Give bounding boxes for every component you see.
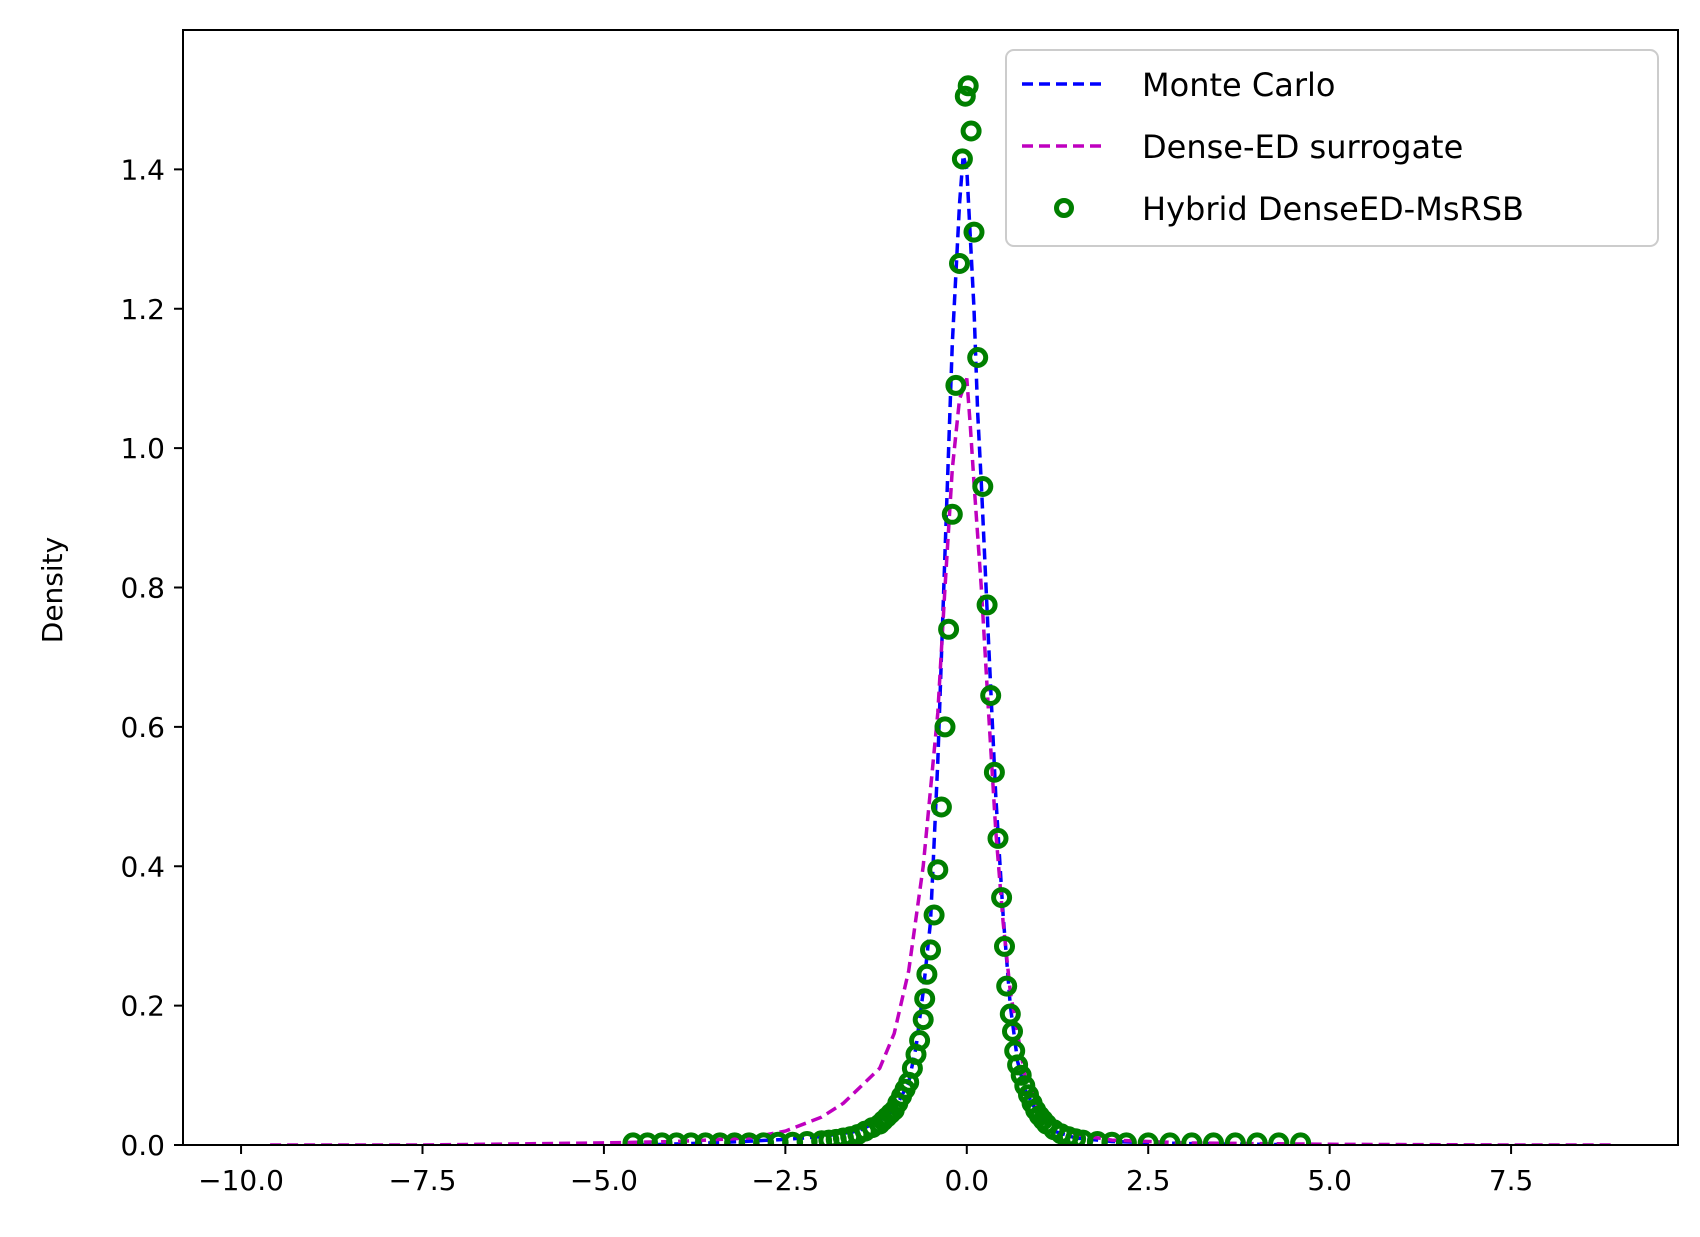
legend-monte-carlo-label: Monte Carlo xyxy=(1142,66,1335,104)
hybrid-data-point xyxy=(987,827,1009,849)
hybrid-data-point xyxy=(980,685,1002,706)
x-tick-label: −5.0 xyxy=(570,1164,638,1197)
hybrid-data-point xyxy=(994,935,1015,957)
legend-dense-ed-label: Dense-ED surrogate xyxy=(1142,128,1463,166)
hybrid-data-point xyxy=(951,148,973,170)
x-tick-label: −10.0 xyxy=(198,1164,284,1197)
hybrid-data-point xyxy=(972,476,994,497)
hybrid-data-point xyxy=(1065,1128,1087,1145)
hybrid-data-point xyxy=(983,761,1005,783)
hybrid-data-point xyxy=(1137,1132,1159,1145)
hybrid-data-point xyxy=(916,963,938,985)
hybrid-data-point xyxy=(949,253,970,274)
hybrid-data-point xyxy=(934,716,956,738)
y-tick-label: 0.0 xyxy=(120,1129,165,1162)
hybrid-data-point xyxy=(912,1009,934,1031)
hybrid-data-point xyxy=(941,503,963,525)
series-layer xyxy=(270,75,1613,1145)
hybrid-data-point xyxy=(914,988,936,1010)
hybrid-data-point xyxy=(957,75,979,97)
x-tick-label: −7.5 xyxy=(388,1164,456,1197)
y-tick-label: 1.4 xyxy=(120,153,165,186)
hybrid-data-point xyxy=(1246,1132,1268,1145)
hybrid-data-point xyxy=(1010,1064,1032,1086)
hybrid-data-point xyxy=(1159,1132,1181,1145)
y-tick-label: 0.2 xyxy=(120,990,165,1023)
hybrid-data-point xyxy=(991,887,1013,909)
x-axis: −10.0 −7.5 −5.0 −2.5 0.0 2.5 5.0 7.5 xyxy=(198,1145,1533,1197)
hybrid-data-point xyxy=(996,975,1018,997)
y-axis-title: Density xyxy=(36,537,69,643)
hybrid-data-point xyxy=(945,374,967,396)
hybrid-data-point xyxy=(976,594,998,616)
hybrid-data-point xyxy=(1224,1132,1246,1145)
y-tick-label: 0.8 xyxy=(120,572,165,605)
x-tick-label: 2.5 xyxy=(1126,1164,1171,1197)
legend-hybrid-swatch xyxy=(1054,198,1074,218)
y-tick-label: 0.6 xyxy=(120,711,165,744)
hybrid-data-point xyxy=(938,618,960,640)
hybrid-data-point xyxy=(1002,1020,1023,1042)
hybrid-data-point xyxy=(1007,1054,1029,1076)
hybrid-data-point xyxy=(967,347,989,368)
hybrid-data-point xyxy=(1115,1132,1137,1145)
hybrid-data-point xyxy=(930,796,952,818)
x-tick-label: 5.0 xyxy=(1307,1164,1352,1197)
hybrid-data-point xyxy=(1203,1132,1224,1145)
y-axis: 0.0 0.2 0.4 0.6 0.8 1.0 1.2 1.4 xyxy=(120,153,183,1162)
hybrid-data-point xyxy=(960,120,982,142)
hybrid-data-point xyxy=(923,904,945,926)
hybrid-data-point xyxy=(909,1030,931,1051)
hybrid-data-point xyxy=(920,939,941,961)
hybrid-data-point xyxy=(954,85,976,107)
legend: Monte Carlo Dense-ED surrogate Hybrid De… xyxy=(1005,49,1659,247)
x-tick-label: 0.0 xyxy=(945,1164,990,1197)
y-tick-label: 0.4 xyxy=(120,850,165,883)
hybrid-data-point xyxy=(1290,1132,1312,1145)
x-tick-label: 7.5 xyxy=(1489,1164,1534,1197)
x-tick-label: −2.5 xyxy=(751,1164,819,1197)
hybrid-data-point xyxy=(1268,1132,1290,1145)
hybrid-data-point xyxy=(1181,1132,1203,1145)
hybrid-data-point xyxy=(963,221,985,243)
y-tick-label: 1.0 xyxy=(120,432,165,465)
legend-hybrid-label: Hybrid DenseED-MsRSB xyxy=(1142,190,1524,228)
legend-box xyxy=(1005,49,1659,247)
hybrid-data-point xyxy=(927,859,949,881)
y-tick-label: 1.2 xyxy=(120,293,165,326)
